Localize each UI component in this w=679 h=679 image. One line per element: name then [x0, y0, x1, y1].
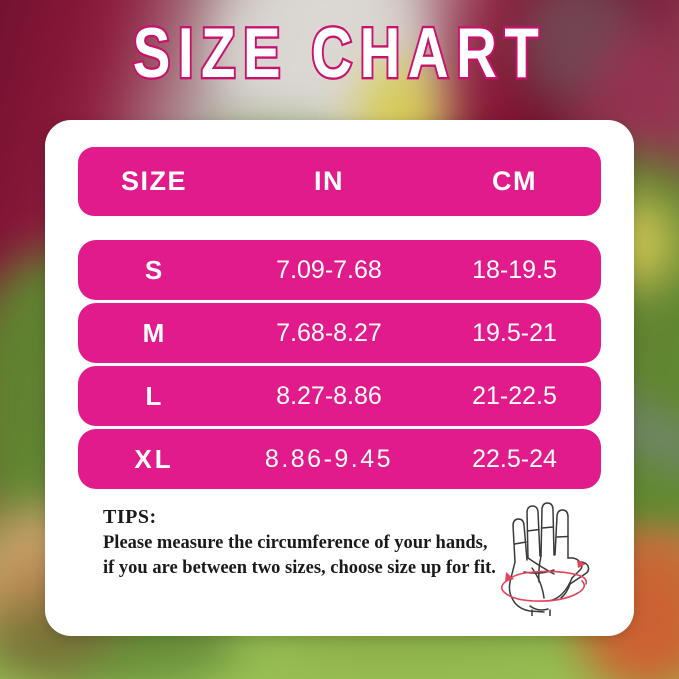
cell-in: 7.09-7.68	[276, 255, 382, 284]
cell-cm: 19.5-21	[472, 318, 557, 347]
table-row: XL 8.86-9.45 22.5-24	[78, 429, 601, 489]
table-row: L 8.27-8.86 21-22.5	[78, 366, 601, 426]
cell-in: 7.68-8.27	[276, 318, 382, 347]
tips-label: TIPS:	[103, 506, 157, 528]
table-header-row: SIZE IN CM	[78, 147, 601, 216]
size-chart-card: SIZE IN CM S 7.09-7.68 18-19.5 M 7.68-8.…	[45, 120, 634, 636]
header-cell-in: IN	[314, 166, 344, 196]
cell-size: L	[145, 380, 163, 411]
cell-cm: 22.5-24	[472, 444, 557, 473]
table-row: S 7.09-7.68 18-19.5	[78, 240, 601, 300]
table-body: S 7.09-7.68 18-19.5 M 7.68-8.27 19.5-21 …	[78, 240, 601, 489]
tips-block: TIPS: Please measure the circumference o…	[103, 506, 503, 581]
cell-size: M	[142, 317, 166, 348]
cell-size: XL	[134, 443, 174, 474]
cell-in: 8.86-9.45	[264, 444, 394, 473]
size-table: SIZE IN CM S 7.09-7.68 18-19.5 M 7.68-8.…	[78, 147, 601, 489]
table-row: M 7.68-8.27 19.5-21	[78, 303, 601, 363]
cell-cm: 21-22.5	[472, 381, 557, 410]
cell-cm: 18-19.5	[472, 255, 557, 284]
tips-line-1: Please measure the circumference of your…	[103, 533, 488, 553]
header-cell-size: SIZE	[120, 166, 187, 196]
open-hand-measure-icon	[482, 498, 602, 617]
tips-line-2: if you are between two sizes, choose siz…	[103, 557, 496, 578]
page-title: SIZE CHART	[131, 13, 547, 93]
cell-size: S	[144, 254, 164, 285]
header-cell-cm: CM	[492, 166, 537, 196]
cell-in: 8.27-8.86	[276, 381, 382, 410]
